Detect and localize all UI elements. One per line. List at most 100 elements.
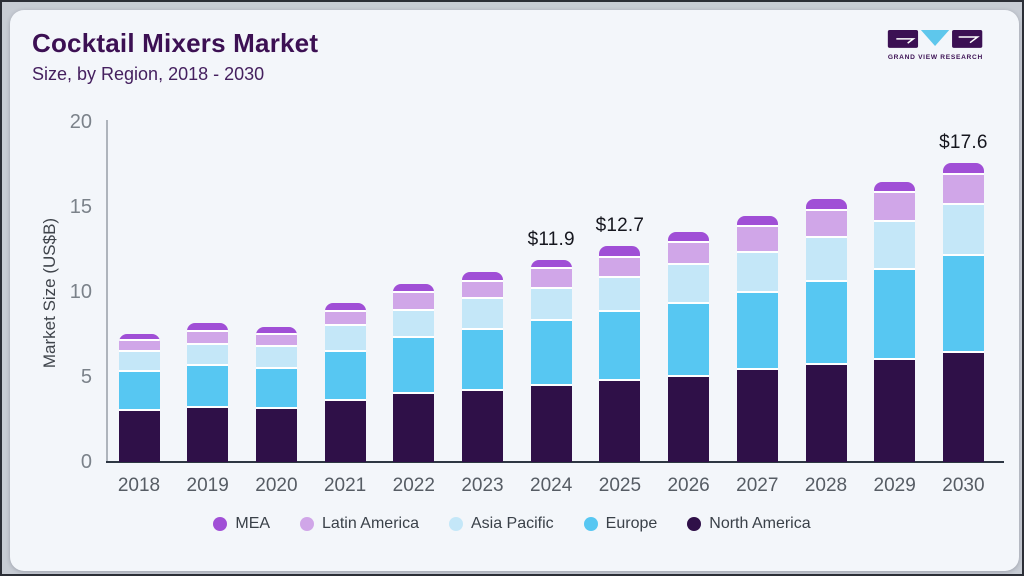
bar-segment-latin-america-2024: [530, 269, 572, 290]
grand-view-research-logo: GRAND VIEW RESEARCH: [887, 29, 983, 61]
bar-2023: [462, 271, 503, 462]
bar-segment-north-america-2024: [530, 385, 572, 462]
bar-segment-latin-america-2027: [736, 227, 778, 253]
bar-segment-mea-2020: [255, 326, 297, 335]
bar-segment-mea-2019: [187, 323, 229, 332]
legend-label: MEA: [235, 515, 271, 532]
legend-item-europe: Europe: [583, 515, 658, 533]
legend-dot-icon: [583, 517, 598, 531]
legend-dot-icon: [300, 517, 315, 531]
legend: MEA Latin America Asia Pacific Europe North …: [2, 515, 1022, 533]
legend-dot-icon: [687, 517, 702, 531]
logo-text: GRAND VIEW RESEARCH: [888, 54, 983, 61]
bar-segment-europe-2024: [530, 320, 572, 386]
bar-2019: [187, 323, 229, 462]
x-tick-label-2030: 2030: [942, 475, 985, 496]
bar-segment-latin-america-2026: [668, 242, 710, 265]
bar-segment-asia-pacific-2026: [668, 264, 710, 304]
bar-segment-latin-america-2023: [462, 281, 503, 299]
bar-2030: [942, 162, 984, 462]
bar-segment-latin-america-2022: [393, 292, 435, 311]
legend-label: Asia Pacific: [470, 515, 554, 532]
bar-segment-north-america-2028: [805, 365, 847, 462]
x-axis-line: [106, 461, 1004, 463]
bar-segment-latin-america-2019: [187, 331, 229, 345]
legend-item-latin-america: Latin America: [300, 515, 419, 533]
bar-segment-mea-2018: [118, 333, 160, 342]
bar-segment-north-america-2021: [324, 400, 366, 462]
x-tick-label-2027: 2027: [736, 475, 779, 496]
legend-label: Europe: [605, 515, 658, 532]
bar-segment-asia-pacific-2029: [874, 222, 916, 270]
bar-segment-mea-2027: [736, 216, 778, 228]
bar-segment-mea-2030: [942, 162, 984, 175]
x-tick-label-2023: 2023: [461, 475, 504, 496]
bar-segment-europe-2022: [393, 337, 435, 394]
bar-segment-mea-2025: [599, 246, 641, 258]
bar-2020: [255, 326, 297, 462]
bar-segment-europe-2027: [736, 292, 778, 371]
page-subtitle: Size, by Region, 2018 - 2030: [32, 64, 265, 84]
bar-segment-europe-2018: [118, 371, 160, 411]
bar-2022: [393, 283, 435, 462]
chart-card: [10, 10, 1019, 571]
bar-2028: [805, 198, 847, 462]
value-label-2030: $17.6: [939, 131, 988, 153]
legend-item-asia-pacific: Asia Pacific: [448, 515, 554, 533]
y-tick-label-5: 5: [80, 366, 92, 388]
bar-segment-mea-2021: [324, 303, 366, 312]
bar-segment-asia-pacific-2028: [805, 237, 847, 282]
bar-segment-asia-pacific-2022: [393, 310, 435, 338]
legend-label: Latin America: [322, 515, 419, 532]
x-tick-label-2021: 2021: [323, 475, 367, 496]
bar-segment-europe-2021: [324, 351, 366, 401]
bar-segment-latin-america-2028: [805, 211, 847, 238]
y-tick-label-20: 20: [69, 111, 92, 133]
bar-segment-latin-america-2029: [874, 193, 916, 223]
legend-item-north-america: North America: [687, 515, 811, 533]
x-tick-label-2028: 2028: [804, 475, 848, 496]
legend-dot-icon: [213, 517, 228, 531]
bar-segment-north-america-2018: [118, 411, 160, 462]
bar-2021: [324, 303, 366, 462]
bar-2027: [736, 216, 778, 462]
bar-segment-asia-pacific-2020: [255, 347, 297, 370]
bar-segment-mea-2029: [874, 181, 916, 194]
bar-segment-north-america-2023: [462, 390, 503, 462]
bar-segment-north-america-2020: [255, 409, 297, 462]
x-tick-label-2018: 2018: [117, 475, 161, 496]
bar-segment-latin-america-2020: [255, 334, 297, 348]
x-tick-label-2022: 2022: [392, 475, 435, 496]
legend-dot-icon: [448, 517, 463, 531]
bar-segment-europe-2019: [187, 365, 229, 408]
bar-segment-north-america-2025: [599, 381, 641, 462]
page-title: Cocktail Mixers Market: [32, 28, 319, 58]
bar-segment-latin-america-2021: [324, 311, 366, 326]
bar-segment-europe-2029: [874, 269, 916, 360]
bar-segment-europe-2026: [668, 303, 710, 377]
legend-label: North America: [709, 515, 811, 532]
plot-area: [106, 122, 1004, 462]
value-label-2025: $12.7: [595, 215, 645, 237]
bar-segment-mea-2023: [462, 271, 503, 282]
value-label-2024: $11.9: [527, 228, 575, 250]
bar-segment-asia-pacific-2018: [118, 352, 160, 372]
x-tick-label-2019: 2019: [186, 475, 229, 496]
bar-segment-asia-pacific-2021: [324, 326, 366, 352]
legend-item-mea: MEA: [213, 515, 270, 533]
bar-segment-europe-2020: [255, 369, 297, 410]
bar-2026: [668, 231, 710, 462]
bar-segment-asia-pacific-2024: [530, 289, 572, 321]
bar-2024: [530, 259, 572, 462]
bar-segment-europe-2030: [942, 256, 984, 354]
bar-segment-mea-2022: [393, 283, 435, 293]
bar-segment-mea-2026: [668, 231, 710, 243]
x-tick-label-2024: 2024: [530, 475, 573, 496]
bar-segment-asia-pacific-2030: [942, 205, 984, 257]
logo-triangle-icon: [920, 29, 950, 46]
bar-2025: [599, 246, 641, 462]
x-tick-label-2026: 2026: [667, 475, 710, 496]
y-tick-label-10: 10: [69, 281, 92, 303]
